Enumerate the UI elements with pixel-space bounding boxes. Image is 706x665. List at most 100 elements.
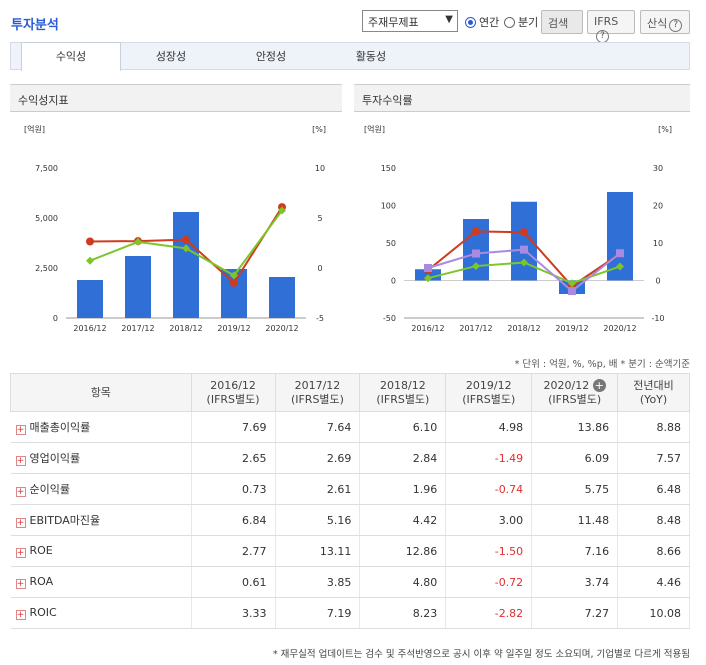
row-label[interactable]: + EBITDA마진율 (10, 504, 192, 536)
table-cell: 13.11 (275, 535, 361, 567)
expand-plus-icon[interactable]: + (15, 610, 26, 620)
table-row: + 영업이익률 2.65 2.69 2.84 -1.49 6.09 7.57 (10, 442, 690, 474)
left-tick-label: 5,000 (35, 214, 58, 223)
return-chart-panel: 투자수익률 [억원] [%] 150 100 50 0 -50 30 20 10 0 -10 201… (354, 84, 690, 365)
series-point (616, 249, 624, 258)
col-yoy-sub: (YoY) (639, 392, 668, 406)
footer-note: * 재무실적 업데이트는 검수 및 주석반영으로 공시 이후 약 일주일 정도 … (272, 649, 690, 660)
x-tick-label: 2020/12 (603, 324, 636, 333)
table-cell: 6.48 (617, 473, 690, 505)
table-cell: 4.42 (359, 504, 447, 536)
table-row: + 순이익률 0.73 2.61 1.96 -0.74 5.75 6.48 (10, 473, 690, 505)
table-cell: 6.84 (191, 504, 276, 536)
table-cell: 7.16 (531, 535, 619, 567)
x-tick-label: 2016/12 (411, 324, 444, 333)
right-tick-label: -5 (316, 314, 324, 323)
col-year-label: 2016/12 (210, 378, 256, 392)
tab-profitability[interactable]: 수익성 (21, 42, 121, 71)
col-yoy-label: 전년대비 (633, 378, 674, 392)
left-tick-label: 150 (381, 164, 396, 173)
expand-plus-icon[interactable]: + (15, 518, 26, 528)
panel-title: 투자수익률 (354, 84, 690, 112)
series-point (230, 278, 238, 287)
col-year-sub: (IFRS별도) (206, 392, 260, 406)
row-label[interactable]: + 매출총이익률 (10, 411, 192, 443)
tab-stability[interactable]: 안정성 (255, 50, 287, 63)
x-tick-label: 2018/12 (507, 324, 540, 333)
search-button[interactable]: 검색 (541, 10, 583, 34)
expand-plus-icon[interactable]: + (15, 456, 26, 466)
series-point (472, 262, 480, 271)
left-unit: [억원] (24, 124, 45, 134)
table-cell: 3.85 (275, 566, 361, 598)
table-cell: 4.80 (359, 566, 447, 598)
col-year-sub: (IFRS별도) (462, 392, 516, 406)
table-cell: 13.86 (531, 411, 619, 443)
series-point (230, 271, 238, 280)
row-label[interactable]: + ROA (10, 566, 192, 598)
right-tick-label: 10 (315, 164, 325, 173)
x-tick-label: 2019/12 (217, 324, 250, 333)
series-point (182, 235, 190, 244)
left-tick-label: 2,500 (35, 264, 58, 273)
table-cell: 10.08 (617, 597, 690, 629)
statement-select[interactable]: 주재무제표 ▼ (362, 10, 458, 32)
table-cell: -1.49 (445, 442, 533, 474)
row-label[interactable]: + ROIC (10, 597, 192, 629)
formula-button[interactable]: 산식? (640, 10, 690, 34)
radio-annual[interactable]: 연간 (465, 14, 499, 30)
table-cell: 7.19 (275, 597, 361, 629)
x-tick-label: 2019/12 (555, 324, 588, 333)
series-point (472, 227, 480, 236)
table-cell: 3.74 (531, 566, 619, 598)
col-year-label: 2020/12 (543, 378, 590, 392)
row-label[interactable]: + 순이익률 (10, 473, 192, 505)
expand-plus-icon[interactable]: + (15, 487, 26, 497)
table-cell: 5.75 (531, 473, 619, 505)
tab-growth[interactable]: 성장성 (155, 50, 187, 63)
col-year-label: 2018/12 (380, 378, 426, 392)
row-label[interactable]: + 영업이익률 (10, 442, 192, 474)
radio-quarter[interactable]: 분기 (504, 14, 538, 30)
table-cell: 2.61 (275, 473, 361, 505)
row-label[interactable]: + ROE (10, 535, 192, 567)
table-cell: 3.00 (445, 504, 533, 536)
chevron-down-icon: ▼ (445, 14, 453, 25)
series-point (472, 249, 480, 258)
expand-plus-icon[interactable]: + (15, 579, 26, 589)
series-point (424, 264, 432, 273)
table-cell: 3.33 (191, 597, 276, 629)
ifrs-button[interactable]: IFRS? (587, 10, 635, 43)
table-cell: 7.69 (191, 411, 276, 443)
x-tick-label: 2017/12 (459, 324, 492, 333)
left-unit: [억원] (364, 124, 385, 134)
right-unit: [%] (312, 125, 326, 134)
series-point (278, 206, 286, 215)
table-cell: 5.16 (275, 504, 361, 536)
col-year-label: 2017/12 (294, 378, 341, 392)
tab-bar: 수익성 성장성 안정성 활동성 (10, 42, 690, 71)
left-tick-label: 100 (381, 202, 396, 211)
series-point (520, 245, 528, 254)
table-row: + EBITDA마진율 6.84 5.16 4.42 3.00 11.48 8.48 (10, 504, 690, 536)
table-row: + ROIC 3.33 7.19 8.23 -2.82 7.27 10.08 (10, 597, 690, 629)
tab-activity[interactable]: 활동성 (355, 50, 387, 63)
radio-quarter-label: 분기 (518, 16, 539, 29)
col-yoy: 전년대비 (YoY) (617, 373, 690, 412)
table-cell: 2.84 (359, 442, 447, 474)
ifrs-button-label: IFRS (594, 15, 619, 28)
expand-plus-icon[interactable]: + (15, 425, 26, 435)
expand-plus-icon[interactable]: + (592, 378, 606, 392)
table-cell: 6.10 (359, 411, 447, 443)
col-year: 2020/12 + (IFRS별도) (531, 373, 619, 412)
expand-plus-icon[interactable]: + (15, 548, 26, 558)
row-label-text: 영업이익률 (29, 452, 81, 465)
radio-checked-icon (465, 16, 476, 28)
page-title: 투자분석 (11, 18, 59, 33)
col-year: 2017/12 (IFRS별도) (274, 373, 361, 412)
table-cell: -0.74 (445, 473, 533, 505)
panel-title: 수익성지표 (10, 84, 342, 112)
row-label-text: EBITDA마진율 (29, 514, 101, 527)
col-year: 2016/12 (IFRS별도) (190, 373, 276, 412)
right-tick-label: 0 (655, 277, 660, 286)
